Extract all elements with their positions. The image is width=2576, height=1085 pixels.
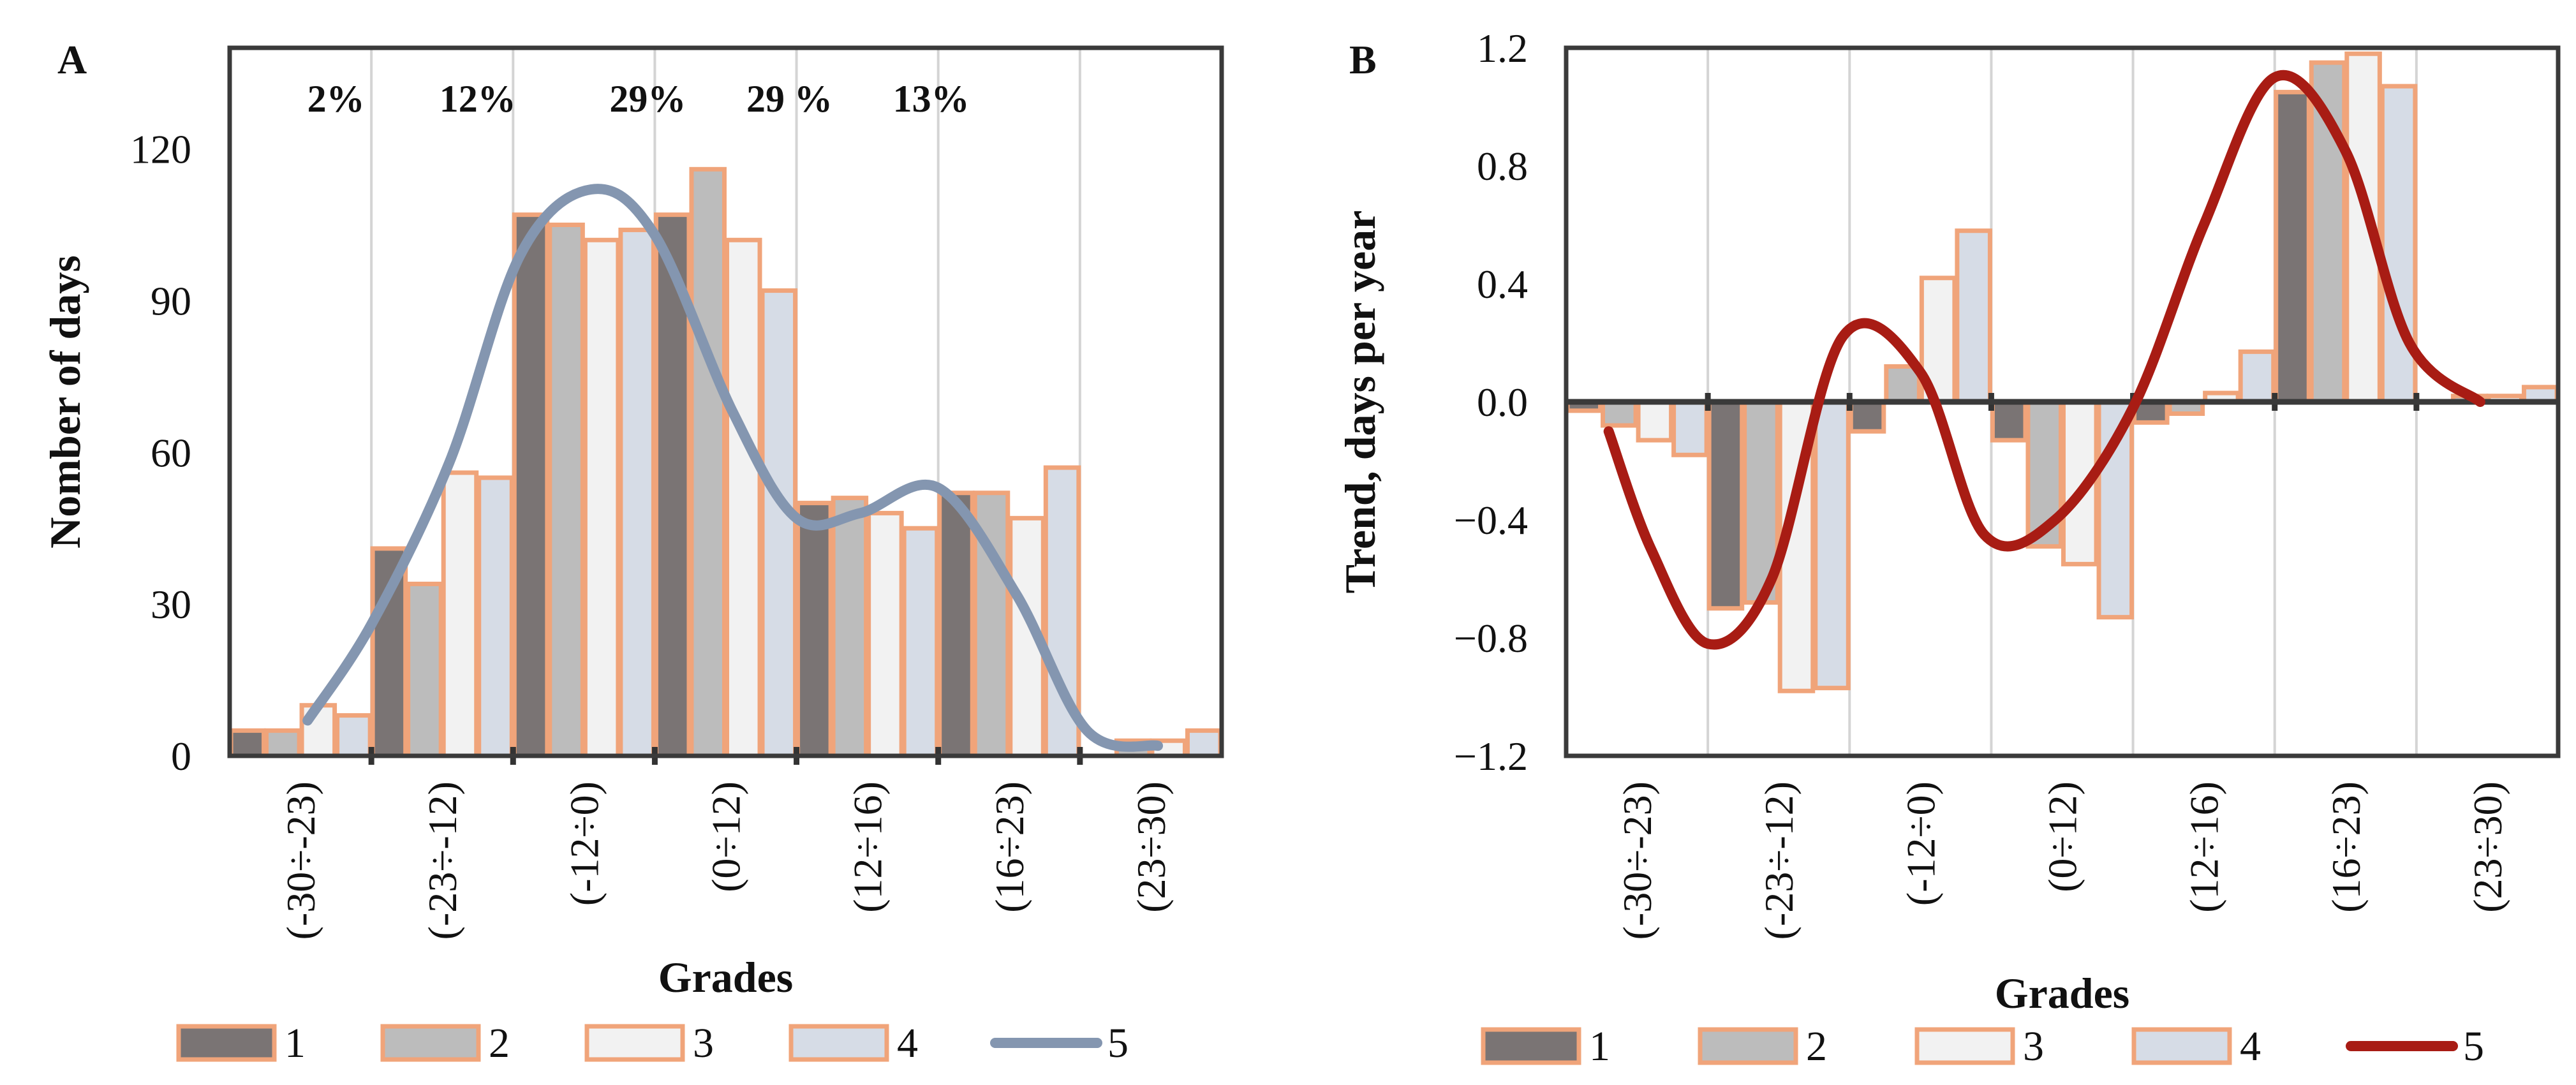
a-bar-series-2 [264,728,302,758]
a-x-axis-title: Grades [658,953,794,1001]
panel-b: −1.2 −0.8 −0.4 0.0 0.4 0.8 1.2 (-30÷-23) (-23÷-1… [1336,26,2561,1070]
b-bar-series-3 [2061,399,2099,566]
b-bar-series-1 [2274,89,2311,404]
a-legend-label-1: 1 [285,1020,306,1067]
a-bar-series-1 [796,501,833,758]
a-percent-label: 12% [440,78,516,120]
a-bar-series-4 [618,227,656,758]
b-x-tick-label: (23÷30) [2465,781,2510,913]
b-bar-series-1 [1848,399,1886,434]
b-plot-frame [1564,45,2561,758]
a-percent-label: 29 % [746,78,833,120]
a-y-tick-label: 30 [151,582,191,627]
b-x-tick-label: (16÷23) [2323,781,2369,913]
a-bar-series-3 [441,470,479,758]
a-bar-series-3 [582,237,621,758]
a-bar-series-4 [477,475,514,758]
b-legend-label-1: 1 [1589,1023,1610,1070]
b-series-5-curve [1603,70,2485,650]
a-bar-series-1 [228,728,267,758]
b-bar-series-4 [1813,399,1851,691]
b-legend-label-4: 4 [2240,1023,2261,1070]
a-legend-label-3: 3 [693,1020,714,1067]
a-legend-swatch-4 [788,1024,889,1062]
b-x-axis-title: Grades [1995,969,2130,1017]
b-y-tick-label: 0.0 [1477,380,1528,425]
b-x-tick-label: (0÷12) [2040,781,2085,892]
b-bar-series-1 [1990,399,2028,443]
b-legend-label-5: 5 [2463,1023,2484,1070]
a-percent-label: 13% [893,78,970,120]
a-percent-label: 29% [609,78,686,120]
a-series-5-curve [302,184,1164,752]
a-panel-letter: A [57,37,87,82]
b-x-tick-label: (-12÷0) [1898,781,1943,906]
a-x-tick-label: (-30÷-23) [278,781,323,940]
panel-a: 0 30 60 90 120 (-30÷-23) (-23÷-12) (-12÷0) (0÷12… [41,37,1224,1067]
a-bar-series-3 [866,510,904,758]
a-y-tick-label: 60 [151,430,191,475]
b-bar-series-3 [1636,399,1674,443]
b-bar-series-4 [2380,84,2418,404]
b-y-axis-title: Trend, days per year [1336,210,1384,594]
b-bar-series-4 [1955,228,1992,404]
b-y-tick-label: 0.8 [1477,144,1528,189]
b-x-tick-label: (-30÷-23) [1615,781,1660,940]
b-legend-label-3: 3 [2023,1023,2044,1070]
a-legend-swatch-2 [380,1024,481,1062]
a-bar-series-2 [406,581,443,758]
b-y-tick-label: 1.2 [1477,26,1528,71]
a-legend-label-2: 2 [489,1020,510,1067]
a-percent-label: 2% [307,78,365,120]
a-y-tick-label: 120 [130,127,191,172]
a-y-tick-label: 0 [171,734,191,779]
a-x-tick-label: (0÷12) [704,781,749,892]
b-x-tick-label: (-23÷-12) [1756,781,1802,940]
a-y-tick-label: 90 [151,278,191,323]
a-bar-series-4 [1185,728,1223,758]
a-x-tick-label: (16÷23) [987,781,1032,913]
b-bar-series-3 [1919,276,1957,404]
a-legend-label-4: 4 [897,1020,918,1067]
a-bar-series-2 [831,496,869,758]
a-x-tick-label: (23÷30) [1129,781,1174,913]
b-y-tick-label: −0.4 [1454,498,1528,543]
a-legend-label-5: 5 [1107,1020,1129,1067]
b-x-tick-label: (12÷16) [2182,781,2227,913]
b-bar-series-2 [1601,399,1638,428]
a-y-axis-title: Nomber of days [41,255,89,549]
a-bar-series-4 [760,288,798,758]
a-bar-series-2 [689,166,727,758]
a-bar-series-3 [725,237,762,758]
b-panel-letter: B [1349,37,1377,82]
b-bar-series-4 [1671,399,1709,457]
a-legend-swatch-1 [176,1024,277,1062]
b-bar-series-4 [2238,349,2276,404]
a-plot-frame [227,45,1224,758]
a-bar-series-1 [937,491,975,758]
b-legend-swatch-2 [1698,1027,1798,1065]
b-legend-swatch-1 [1481,1027,1581,1065]
a-bar-series-4 [335,713,373,758]
a-x-tick-label: (-23÷-12) [420,781,465,940]
a-x-tick-label: (-12÷0) [561,781,607,906]
b-legend-swatch-3 [1914,1027,2015,1065]
b-legend-swatch-4 [2131,1027,2232,1065]
b-bar-series-1 [1706,399,1745,611]
a-bar-series-2 [547,223,585,758]
a-bar-series-4 [901,526,940,758]
b-y-tick-label: 0.4 [1477,262,1528,307]
a-bar-series-1 [512,212,550,758]
a-legend-swatch-3 [584,1024,685,1062]
a-x-tick-label: (12÷16) [845,781,891,913]
b-legend-label-2: 2 [1806,1023,1827,1070]
b-y-tick-label: −1.2 [1454,734,1528,779]
b-y-tick-label: −0.8 [1454,616,1528,661]
